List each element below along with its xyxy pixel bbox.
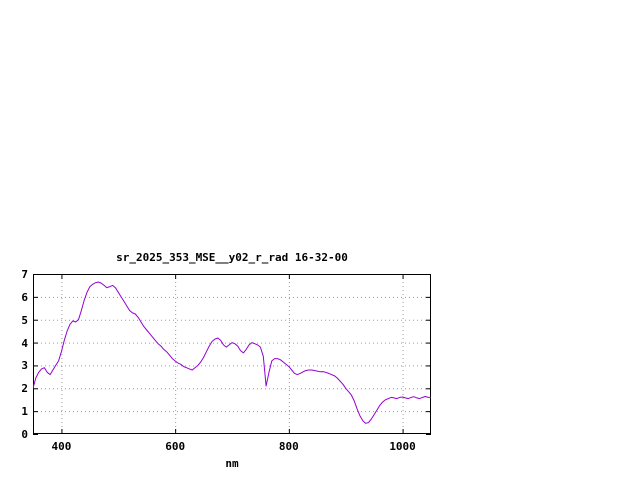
plot-area <box>33 274 431 435</box>
y-tick-label: 6 <box>21 290 28 304</box>
y-tick-label: 3 <box>21 359 28 373</box>
x-axis-label: nm <box>225 457 239 470</box>
x-tick-label: 600 <box>165 440 186 453</box>
y-tick-label: 2 <box>21 382 28 396</box>
y-tick-label: 4 <box>21 336 28 350</box>
x-tick-label: 800 <box>278 440 299 453</box>
data-line <box>33 281 431 424</box>
y-tick-label: 0 <box>21 428 28 441</box>
x-tick-label: 1000 <box>389 440 416 453</box>
chart-title: sr_2025_353_MSE__y02_r_rad 16-32-00 <box>116 251 348 264</box>
x-tick-label: 400 <box>51 440 72 453</box>
y-tick-label: 5 <box>21 313 28 327</box>
y-tick-label: 1 <box>21 405 28 419</box>
plot-border <box>33 274 431 434</box>
y-tick-label: 7 <box>21 268 28 281</box>
